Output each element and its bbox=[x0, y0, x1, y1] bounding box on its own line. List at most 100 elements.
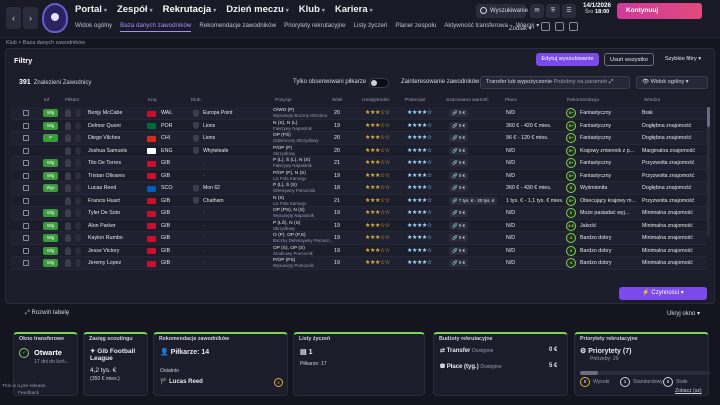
col-skill[interactable]: Umiejętności bbox=[362, 98, 390, 103]
col-player[interactable]: Piłkarz bbox=[65, 98, 80, 103]
card-priorities[interactable]: Priorytety rekrutacyjne ⚙ Priorytety (7)… bbox=[574, 332, 710, 396]
table-scrollbar[interactable] bbox=[707, 107, 710, 237]
table-row[interactable]: Wlg Kaylon Rumbo GIB - O (P), OP (P,S) Boczny… bbox=[11, 232, 707, 245]
col-inf[interactable]: Inf bbox=[44, 98, 50, 103]
table-row[interactable]: Wlg Tristan Olivares GIB - P/OP (P), N (S) Li… bbox=[11, 170, 707, 182]
recommend-last-name[interactable]: 🏴 Lucas Reed bbox=[160, 379, 203, 385]
hide-window-button[interactable]: Ukryj okno ▾ bbox=[667, 311, 701, 317]
actions-button[interactable]: ⚡ Czynności ▾ bbox=[619, 287, 707, 300]
nav-kariera[interactable]: Kariera ▾ bbox=[334, 4, 373, 15]
table-row[interactable]: Wlg Benjy McCabe WAL Europa Point O/WO (P) Wy… bbox=[11, 107, 707, 120]
shield-icon[interactable]: ⛨ bbox=[546, 4, 560, 18]
nav-portal[interactable]: Portal ▾ bbox=[75, 4, 107, 15]
nav-klub[interactable]: Klub ▾ bbox=[298, 4, 325, 15]
player-name[interactable]: Francis Huart bbox=[88, 197, 120, 204]
player-name[interactable]: Diego Vilches bbox=[88, 135, 121, 141]
tab-player-database[interactable]: Baza danych zawodników bbox=[120, 22, 192, 32]
player-name[interactable]: Joshua Samuels bbox=[88, 147, 128, 154]
quick-filters-button[interactable]: Szybkie filtry ▾ bbox=[664, 56, 702, 62]
table-row[interactable]: Wlg Alon Parker GIB - P (LŚ), N (S) Skrzydłow… bbox=[11, 220, 707, 232]
player-name[interactable]: Benjy McCabe bbox=[88, 110, 123, 116]
tab-overview[interactable]: Widok ogólny bbox=[75, 22, 113, 29]
row-checkbox[interactable] bbox=[23, 185, 29, 191]
col-value[interactable]: Szacowana wartość bbox=[446, 98, 489, 103]
settings-icon[interactable] bbox=[569, 22, 578, 31]
player-name[interactable]: Jesse Victory bbox=[88, 247, 120, 254]
tab-priorities[interactable]: Priorytety rekrutacyjne bbox=[284, 22, 346, 29]
row-checkbox[interactable] bbox=[23, 110, 29, 116]
tab-more[interactable]: Więcej ▾ bbox=[515, 22, 540, 29]
player-name[interactable]: Alon Parker bbox=[88, 222, 116, 229]
player-name[interactable]: Kaylon Rumbo bbox=[88, 235, 123, 241]
interest-select[interactable]: Transfer lub wypożyczenie Podobny na par… bbox=[480, 76, 630, 89]
player-name[interactable]: Tito De Torres bbox=[88, 160, 121, 166]
col-age[interactable]: Wiek bbox=[332, 98, 343, 103]
player-name[interactable]: Tyler De Soto bbox=[88, 210, 121, 216]
col-recommendation[interactable]: Rekomendacja bbox=[567, 98, 599, 103]
nav-rekrutacja[interactable]: Rekrutacja ▾ bbox=[162, 4, 217, 15]
row-checkbox[interactable] bbox=[23, 222, 29, 229]
col-potential[interactable]: Potencjał bbox=[405, 98, 425, 103]
row-checkbox[interactable] bbox=[23, 160, 29, 166]
table-row[interactable]: Joshua Samuels ENG Whyteleafe P/OP (P) Skrzy… bbox=[11, 145, 707, 157]
card-budgets[interactable]: Budżety rekrutacyjne ⇄ Transfer Dostępne… bbox=[433, 332, 568, 396]
feedback-link[interactable]: Feedback bbox=[18, 391, 40, 396]
breadcrumb[interactable]: Klub > Baza danych zawodników bbox=[6, 40, 85, 46]
player-name[interactable]: Lucas Reed bbox=[88, 185, 117, 191]
table-row[interactable]: Wlg Tyler De Soto GIB - OP (PS), N (S) Wysuni… bbox=[11, 207, 707, 220]
col-positions[interactable]: Pozycje bbox=[275, 98, 292, 103]
row-checkbox[interactable] bbox=[23, 172, 29, 179]
player-name[interactable]: Jeremy Lopez bbox=[88, 260, 122, 266]
menu-icon[interactable]: ☰ bbox=[562, 4, 576, 18]
player-club[interactable]: Mon 62 bbox=[203, 185, 220, 191]
table-row[interactable]: Wyp Lucas Reed SCO Mon 62 P (L), Ś (S) Ofensy… bbox=[11, 182, 707, 195]
view-select[interactable]: 👁 Widok ogólny ▾ bbox=[636, 76, 708, 89]
tab-recommendations[interactable]: Rekomendacje zawodników bbox=[199, 22, 277, 29]
nav-zespol[interactable]: Zespół ▾ bbox=[116, 4, 153, 15]
tab-squad-planner[interactable]: Planer zespołu bbox=[395, 22, 437, 29]
card-transfer-window[interactable]: Okno transferowe ✓ Otwarte 17 dni do koń… bbox=[13, 332, 78, 396]
row-checkbox[interactable] bbox=[23, 135, 29, 141]
row-checkbox[interactable] bbox=[23, 235, 29, 241]
row-checkbox[interactable] bbox=[23, 197, 29, 204]
club-crest-icon[interactable] bbox=[42, 3, 68, 33]
back-button[interactable]: ‹ bbox=[6, 7, 21, 29]
continue-button[interactable]: Kontynuuj bbox=[617, 3, 702, 19]
edit-search-button[interactable]: Edytuj wyszukiwanie bbox=[536, 53, 599, 66]
table-row[interactable]: Wlg Delmor Queni POR Lions N (S), N (L) Fałsz… bbox=[11, 120, 707, 132]
player-club[interactable]: Europa Point bbox=[203, 110, 233, 116]
nav-dzien-meczu[interactable]: Dzień meczu ▾ bbox=[226, 4, 289, 15]
tab-wishlists[interactable]: Listy życzeń bbox=[353, 22, 388, 29]
card-wishlists[interactable]: Listy życzeń ▤ 1 Piłkarze: 17 bbox=[293, 332, 425, 396]
player-name[interactable]: Delmor Queni bbox=[88, 122, 121, 129]
forward-button[interactable]: › bbox=[23, 7, 38, 29]
list-icon[interactable] bbox=[555, 22, 564, 31]
card-scouting[interactable]: Zasięg scoutingu ✦ Gib Football League 4… bbox=[83, 332, 148, 396]
player-club[interactable]: Chatham bbox=[203, 197, 224, 204]
row-checkbox[interactable] bbox=[23, 210, 29, 216]
filter-icon[interactable] bbox=[541, 22, 550, 31]
col-country[interactable]: Kraj bbox=[148, 98, 157, 103]
zodiac-label[interactable]: Zodiak ▾ bbox=[509, 26, 532, 32]
card-recommendations[interactable]: Rekomendacje zawodników 👤 Piłkarze: 14 O… bbox=[153, 332, 288, 396]
table-row[interactable]: Wlg Jeremy Lopez GIB - P/OP (PS) Wysunięty Po… bbox=[11, 257, 707, 270]
only-observed-toggle[interactable] bbox=[369, 78, 389, 88]
col-wages[interactable]: Płace bbox=[505, 98, 517, 103]
expand-table-button[interactable]: ⤢ Rozwiń tabelę bbox=[25, 310, 70, 316]
mail-icon[interactable]: ✉ bbox=[530, 4, 544, 18]
table-row[interactable]: Wlg Jesse Victory GIB - OP (S), OP (S) Środko… bbox=[11, 245, 707, 257]
row-checkbox[interactable] bbox=[23, 147, 29, 154]
row-checkbox[interactable] bbox=[23, 247, 29, 254]
search-button[interactable]: Wyszukiwanie bbox=[476, 4, 528, 18]
player-club[interactable]: Whyteleafe bbox=[203, 147, 229, 154]
table-row[interactable]: P Diego Vilches CHI Lions OP (PŚ) Odwrócony S… bbox=[11, 132, 707, 145]
tab-transfer-activity[interactable]: Aktywność transferowa bbox=[444, 22, 508, 29]
col-knowledge[interactable]: Wiedza bbox=[644, 98, 660, 103]
clear-all-button[interactable]: Usuń wszystko bbox=[604, 53, 654, 66]
player-club[interactable]: Lions bbox=[203, 135, 216, 141]
player-name[interactable]: Tristan Olivares bbox=[88, 172, 125, 179]
row-checkbox[interactable] bbox=[23, 260, 29, 266]
player-club[interactable]: Lions bbox=[203, 122, 216, 129]
row-checkbox[interactable] bbox=[23, 122, 29, 129]
table-row[interactable]: Francis Huart GIB Chatham N (S) Lis Pola Kar… bbox=[11, 195, 707, 207]
